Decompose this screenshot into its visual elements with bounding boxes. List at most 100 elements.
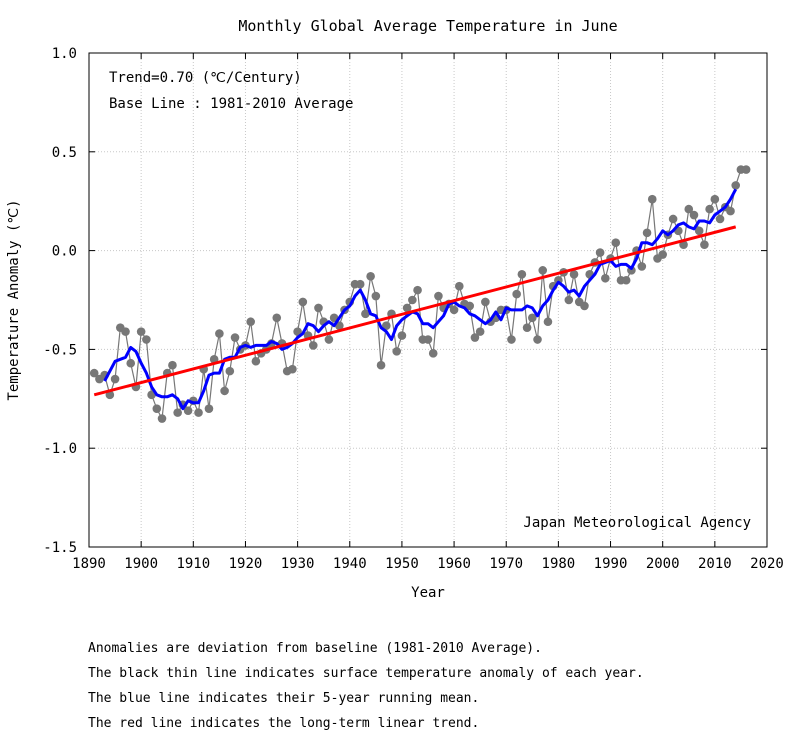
x-tick-label: 2010 — [698, 556, 732, 572]
annual-anomaly-point — [152, 404, 162, 413]
x-tick-label: 1890 — [72, 556, 106, 572]
annual-anomaly-point — [142, 335, 151, 344]
trend-annotation: Trend=0.70 (℃/Century) — [109, 70, 302, 86]
annual-anomaly-point — [314, 303, 323, 313]
plot-frame — [88, 52, 768, 548]
annual-anomaly-point — [204, 404, 214, 413]
y-axis-label: Temperature Anomaly (℃) — [6, 199, 22, 400]
annual-anomaly-point — [298, 297, 308, 307]
y-tick-label: 0.5 — [52, 145, 77, 161]
annual-anomaly-point — [705, 204, 714, 214]
annual-anomaly-point — [126, 358, 136, 368]
annual-anomaly-point — [449, 305, 459, 315]
annual-anomaly-point — [308, 341, 318, 350]
x-tick-label: 2000 — [646, 556, 680, 572]
annual-anomaly-point — [215, 329, 224, 338]
annual-anomaly-point — [621, 275, 631, 285]
x-tick-label: 2020 — [750, 556, 784, 572]
annual-anomaly-point — [465, 301, 475, 311]
note-line: The blue line indicates their 5-year run… — [88, 691, 480, 706]
annual-anomaly-point — [517, 270, 527, 279]
annual-anomaly-point — [731, 181, 741, 190]
annual-anomaly-point — [569, 270, 579, 279]
annual-anomaly-point — [246, 317, 255, 327]
x-tick-label: 1990 — [594, 556, 628, 572]
annual-anomaly-point — [366, 271, 375, 281]
plot-marks — [89, 165, 751, 423]
annual-anomaly-point — [183, 406, 193, 415]
annual-anomaly-point — [355, 279, 365, 289]
x-tick-label: 1970 — [489, 556, 523, 572]
annual-anomaly-point — [392, 347, 402, 356]
annual-anomaly-point — [454, 281, 464, 291]
annual-anomaly-point — [538, 266, 548, 275]
x-tick-label: 1950 — [385, 556, 419, 572]
x-tick-label: 1940 — [333, 556, 367, 572]
note-line: Anomalies are deviation from baseline (1… — [88, 641, 542, 656]
annual-anomaly-point — [694, 226, 704, 236]
annual-anomaly-point — [230, 333, 240, 342]
annual-anomaly-point — [157, 414, 167, 423]
source-annotation: Japan Meteorological Agency — [523, 515, 751, 531]
annual-anomaly-point — [272, 313, 282, 323]
x-tick-label: 1930 — [281, 556, 315, 572]
annual-anomaly-point — [601, 273, 610, 283]
annual-anomaly-point — [684, 204, 694, 214]
annual-anomaly-point — [408, 295, 417, 305]
y-tick-label: -0.5 — [43, 342, 77, 358]
annual-anomaly-point — [647, 194, 657, 204]
annual-anomaly-point — [726, 206, 735, 216]
grid — [89, 53, 767, 547]
x-tick-label: 1900 — [124, 556, 158, 572]
annual-anomaly-point — [293, 327, 302, 336]
y-tick-label: 0.0 — [52, 244, 77, 260]
annual-anomaly-point — [642, 228, 652, 238]
annual-anomaly-point — [700, 240, 709, 249]
annual-anomaly-point — [658, 250, 667, 259]
annual-anomaly-point — [324, 335, 334, 344]
y-tick-label: 1.0 — [52, 46, 77, 62]
annual-anomaly-point — [481, 297, 490, 307]
annual-anomaly-point — [428, 349, 438, 358]
annual-anomaly-point — [715, 214, 725, 224]
annual-anomaly-point — [121, 327, 130, 336]
annual-anomaly-point — [470, 333, 480, 342]
annual-anomaly-point — [522, 323, 532, 332]
x-axis-ticks: 1890 1900 1910 1920 1930 1940 1950 1960 1970 1980… — [72, 53, 784, 572]
x-tick-label: 1960 — [437, 556, 471, 572]
note-line: The black thin line indicates surface te… — [88, 666, 644, 681]
annual-anomaly-point — [611, 238, 621, 247]
annual-anomaly-point — [136, 327, 146, 336]
x-tick-label: 1980 — [542, 556, 576, 572]
y-tick-label: -1.0 — [43, 441, 77, 457]
annual-anomaly-point — [251, 356, 261, 366]
annual-anomaly-point — [89, 368, 99, 378]
annual-anomaly-point — [637, 262, 647, 271]
x-tick-label: 1920 — [229, 556, 263, 572]
annual-anomaly-point — [595, 248, 605, 257]
annual-anomaly-point — [397, 331, 407, 340]
annual-anomaly-point — [507, 335, 516, 344]
annual-anomaly-point — [512, 289, 521, 299]
annual-anomaly-point — [371, 291, 381, 301]
annual-anomaly-point — [564, 295, 574, 305]
annual-anomaly-point — [580, 301, 589, 311]
chart-title: Monthly Global Average Temperature in Ju… — [238, 17, 617, 35]
y-axis-ticks: 1.0 0.5 0.0 -0.5 -1.0 -1.5 — [43, 46, 767, 556]
x-tick-label: 1910 — [176, 556, 210, 572]
annual-anomaly-point — [173, 408, 182, 417]
temperature-chart: Monthly Global Average Temperature in Ju… — [6, 17, 784, 601]
annual-anomaly-point — [434, 291, 443, 301]
annual-anomaly-point — [381, 321, 391, 330]
annual-anomaly-point — [225, 366, 235, 376]
annual-anomaly-point — [413, 285, 422, 295]
baseline-annotation: Base Line : 1981-2010 Average — [109, 96, 353, 112]
annual-anomaly-point — [475, 327, 485, 336]
annual-anomaly-point — [194, 408, 203, 417]
annual-anomaly-point — [710, 194, 720, 204]
note-line: The red line indicates the long-term lin… — [88, 716, 480, 731]
annual-anomaly-point — [423, 335, 433, 344]
running-mean-line — [103, 188, 738, 411]
trend-line — [93, 225, 737, 397]
annual-anomaly-point — [689, 210, 699, 220]
